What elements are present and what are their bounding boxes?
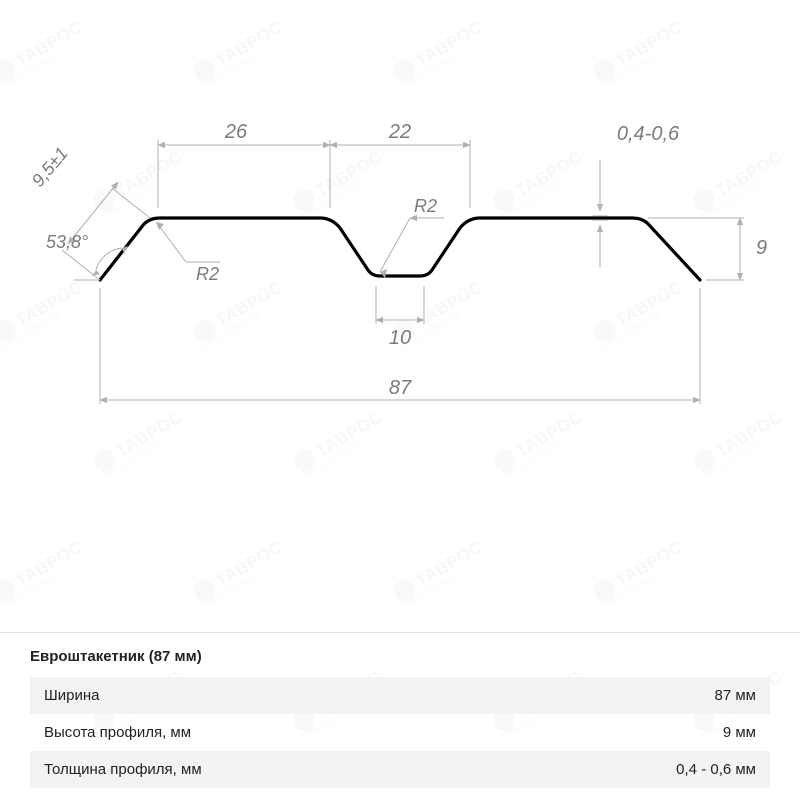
dim-top-right xyxy=(330,140,470,208)
dim-top-left xyxy=(158,140,330,208)
label-r2-left: R2 xyxy=(196,264,219,284)
spec-row: Ширина 87 мм xyxy=(30,677,770,714)
dim-value-10: 10 xyxy=(389,327,411,349)
dim-value-thickness: 0,4-0,6 xyxy=(617,123,680,145)
dim-value-87: 87 xyxy=(389,377,412,399)
profile-path xyxy=(100,218,700,280)
spec-row: Толщина профиля, мм 0,4 - 0,6 мм xyxy=(30,751,770,788)
dim-valley xyxy=(376,286,424,324)
spec-value: 87 мм xyxy=(715,687,756,704)
spec-label: Толщина профиля, мм xyxy=(44,761,202,778)
section-divider xyxy=(0,632,800,633)
label-r2-center: R2 xyxy=(414,196,437,216)
spec-value: 0,4 - 0,6 мм xyxy=(676,761,756,778)
dim-value-9: 9 xyxy=(756,237,767,259)
spec-title: Евроштакетник (87 мм) xyxy=(30,648,770,665)
dim-thickness xyxy=(592,160,608,268)
dim-value-22: 22 xyxy=(388,121,411,143)
dim-value-angle: 53,8° xyxy=(46,232,88,252)
spec-row: Высота профиля, мм 9 мм xyxy=(30,714,770,751)
leader-r2-left xyxy=(156,222,220,262)
profile-diagram: 26 22 10 87 9 0,4-0,6 xyxy=(0,0,800,560)
dim-value-side: 9,5±1 xyxy=(28,143,72,190)
dim-height xyxy=(648,218,744,280)
spec-label: Ширина xyxy=(44,687,99,704)
spec-value: 9 мм xyxy=(723,724,756,741)
spec-table: Евроштакетник (87 мм) Ширина 87 мм Высот… xyxy=(30,648,770,788)
spec-label: Высота профиля, мм xyxy=(44,724,191,741)
dim-value-26: 26 xyxy=(224,121,248,143)
